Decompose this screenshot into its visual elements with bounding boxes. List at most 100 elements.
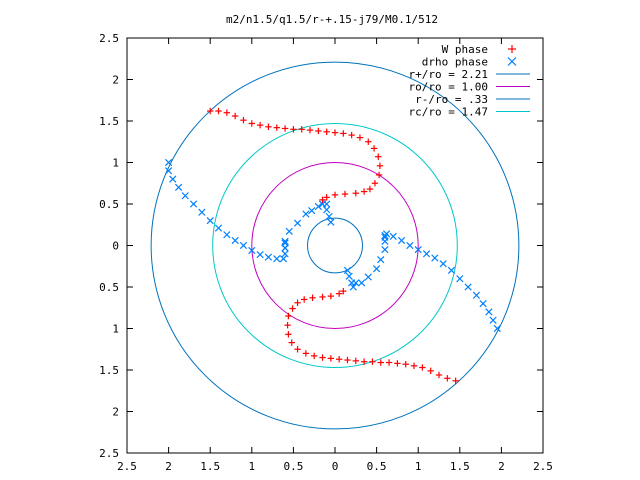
y-tick-label: 2	[112, 406, 119, 419]
w-phase-point	[319, 196, 326, 204]
drho-phase-point	[189, 200, 198, 208]
x-tick-label: 2.5	[533, 460, 553, 473]
circles	[150, 61, 520, 430]
axis-ticks: 2.5 2 1.5 1 0.5 0 0.5 1 1.5 2 2.52.521.510.500.511…	[99, 32, 553, 473]
w-phase-point	[327, 355, 335, 362]
drho-phase-point	[472, 291, 481, 299]
x-tick-label: 1.5	[450, 460, 470, 473]
x-tick-label: 0.5	[367, 460, 387, 473]
drho-phase-point	[164, 167, 173, 175]
x-tick-label: 2	[165, 460, 172, 473]
w-phase-point	[340, 130, 347, 137]
x-tick-label: 0	[332, 460, 339, 473]
w-phase-point	[444, 375, 451, 382]
drho-phase-point	[206, 216, 214, 225]
w-phase-point	[419, 364, 426, 371]
chart-title: m2/n1.5/q1.5/r-+.15-j79/M0.1/512	[226, 13, 438, 26]
w-phase-point	[356, 134, 364, 141]
x-tick-label: 2.5	[117, 460, 137, 473]
x-tick-label: 0.5	[283, 460, 303, 473]
y-tick-label: 1.5	[99, 364, 119, 377]
w-phase-point	[340, 287, 347, 295]
w-phase-point	[319, 293, 326, 301]
drho-phase-point	[174, 183, 183, 192]
legend-swatch	[508, 45, 516, 53]
y-tick-label: 1	[112, 157, 119, 170]
w-phase-point	[375, 153, 382, 160]
x-tick-label: 1.5	[200, 460, 220, 473]
w-phase-point	[290, 126, 297, 133]
drho-phase-point	[343, 266, 352, 275]
w-phase-point	[402, 360, 409, 368]
w-phase-point	[265, 123, 272, 131]
w-phase-point	[366, 185, 374, 193]
w-phase-point	[435, 371, 443, 379]
drho-phase-point	[397, 236, 406, 245]
circle-1	[251, 162, 419, 329]
w-phase-point	[335, 290, 343, 297]
drho-phase-point	[364, 273, 372, 281]
w-phase-point	[327, 292, 335, 300]
drho-phase-point	[381, 231, 389, 240]
circle-3	[212, 122, 458, 369]
w-phase-point	[302, 350, 310, 357]
y-tick-label: 1.5	[99, 115, 119, 128]
drho-phase-point	[214, 224, 223, 232]
drho-phase-point	[314, 202, 322, 211]
circle-2	[307, 217, 363, 274]
w-phase-point	[365, 138, 372, 145]
legend-label: ro/ro = 1.00	[409, 81, 488, 94]
drho-phase-point	[489, 316, 497, 324]
drho-phase-point	[377, 255, 385, 264]
w-phase-point	[335, 356, 343, 363]
w-phase-point	[410, 362, 418, 370]
w-phase-point	[360, 358, 368, 365]
legend-label: W phase	[442, 43, 488, 56]
drho-phase-point	[464, 283, 472, 291]
w-phase-point	[369, 358, 376, 365]
w-phase-point	[285, 331, 292, 338]
w-phase-point	[323, 128, 330, 135]
drho-phase-point	[281, 244, 289, 252]
drho-phase-point	[493, 324, 501, 333]
w-phase-point	[288, 339, 295, 346]
drho-phase-point	[381, 237, 389, 245]
w-phase-point	[311, 352, 318, 360]
drho-phase-point	[372, 265, 381, 273]
w-phase-point	[352, 357, 359, 365]
drho-phase-point	[456, 275, 464, 283]
w-phase-point	[284, 321, 291, 329]
w-phase-point	[294, 346, 301, 353]
w-phase-point	[427, 367, 434, 375]
w-phase-point	[331, 191, 339, 199]
drho-phase-point	[248, 246, 256, 255]
drho-phase-point	[414, 246, 422, 254]
w-phase-point	[309, 294, 316, 301]
drho-phase-point	[256, 251, 264, 259]
w-phase-point	[377, 359, 384, 366]
drho-phase-point	[406, 241, 414, 250]
w-phase-point	[223, 109, 231, 116]
w-phase-point	[331, 129, 339, 136]
w-phase-point	[452, 377, 459, 384]
w-phase-point	[248, 120, 255, 127]
drho-phase-point	[447, 266, 456, 275]
drho-phase-point	[318, 200, 327, 208]
drho-phase-point	[231, 236, 239, 245]
drho-phase-point	[264, 253, 273, 261]
drho-phase-point	[349, 283, 357, 291]
drho-phase-point	[381, 246, 389, 254]
w-phase-point	[323, 194, 330, 201]
legend-label: drho phase	[422, 56, 488, 69]
drho-phase-point	[485, 308, 493, 316]
w-phase-point	[301, 296, 308, 303]
w-phase-point	[231, 112, 239, 120]
drho-phase-point	[281, 237, 289, 245]
y-tick-label: 1	[112, 323, 119, 336]
w-phase-point	[298, 126, 305, 133]
w-phase-point	[360, 188, 368, 195]
w-phase-point	[344, 356, 351, 364]
w-phase-point	[273, 124, 280, 131]
drho-phase-point	[285, 227, 293, 236]
